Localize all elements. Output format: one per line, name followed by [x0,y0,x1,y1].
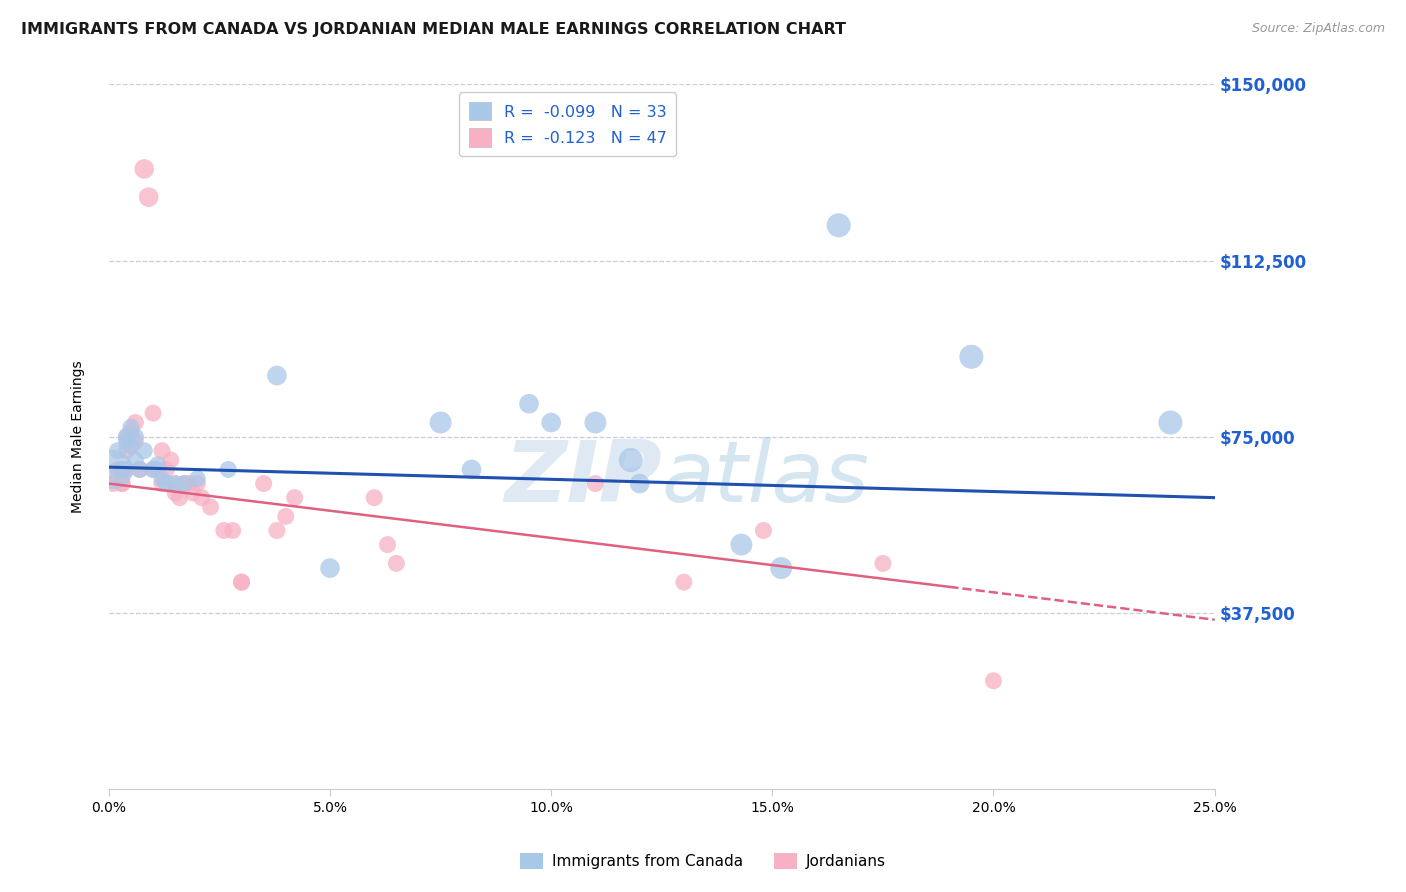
Point [120,420,142,434]
Point [730,538,752,552]
Point [460,462,482,476]
Point [115,462,138,476]
Point [828,219,851,233]
Point [146,458,169,472]
Text: IMMIGRANTS FROM CANADA VS JORDANIAN MEDIAN MALE EARNINGS CORRELATION CHART: IMMIGRANTS FROM CANADA VS JORDANIAN MEDI… [21,22,846,37]
Point [165,476,187,491]
Point [128,462,150,476]
Point [103,476,125,491]
Point [231,575,253,590]
Point [173,476,195,491]
Point [620,453,643,467]
Point [672,575,695,590]
Point [150,476,173,491]
Point [200,500,222,514]
Legend: Immigrants from Canada, Jordanians: Immigrants from Canada, Jordanians [515,847,891,875]
Point [111,476,134,491]
Point [983,673,1005,688]
Point [142,462,165,476]
Point [103,462,125,476]
Point [111,462,134,476]
Point [429,416,451,430]
Point [146,462,169,476]
Point [107,462,129,476]
Y-axis label: Median Male Earnings: Median Male Earnings [72,360,86,513]
Point [517,397,540,411]
Point [150,472,173,486]
Point [111,476,134,491]
Point [124,453,146,467]
Point [173,476,195,491]
Point [319,561,342,575]
Point [155,462,177,476]
Point [266,368,288,383]
Point [752,524,775,538]
Point [583,476,606,491]
Point [231,575,253,590]
Point [165,486,187,500]
Point [217,462,239,476]
Point [186,472,208,486]
Point [107,443,129,458]
Point [253,476,276,491]
Point [540,416,562,430]
Text: ZIP: ZIP [505,437,662,520]
Point [115,429,138,443]
Point [124,434,146,449]
Point [124,416,146,430]
Point [872,557,894,571]
Point [134,443,156,458]
Point [181,486,204,500]
Point [115,429,138,443]
Point [770,561,793,575]
Point [142,406,165,420]
Point [583,416,606,430]
Point [363,491,385,505]
Point [115,443,138,458]
Point [134,161,156,176]
Point [212,524,235,538]
Point [124,429,146,443]
Point [120,439,142,453]
Point [155,476,177,491]
Point [142,462,165,476]
Point [385,557,408,571]
Point [274,509,297,524]
Point [190,491,212,505]
Text: Source: ZipAtlas.com: Source: ZipAtlas.com [1251,22,1385,36]
Point [120,439,142,453]
Point [628,476,651,491]
Point [960,350,983,364]
Point [159,453,181,467]
Point [115,434,138,449]
Text: atlas: atlas [662,437,870,520]
Point [111,462,134,476]
Point [284,491,307,505]
Point [186,476,208,491]
Point [266,524,288,538]
Point [177,476,200,491]
Point [128,462,150,476]
Legend: R =  -0.099   N = 33, R =  -0.123   N = 47: R = -0.099 N = 33, R = -0.123 N = 47 [460,93,676,156]
Point [377,538,399,552]
Point [120,425,142,439]
Point [1159,416,1181,430]
Point [222,524,245,538]
Point [150,443,173,458]
Point [138,190,160,204]
Point [165,476,187,491]
Point [169,491,191,505]
